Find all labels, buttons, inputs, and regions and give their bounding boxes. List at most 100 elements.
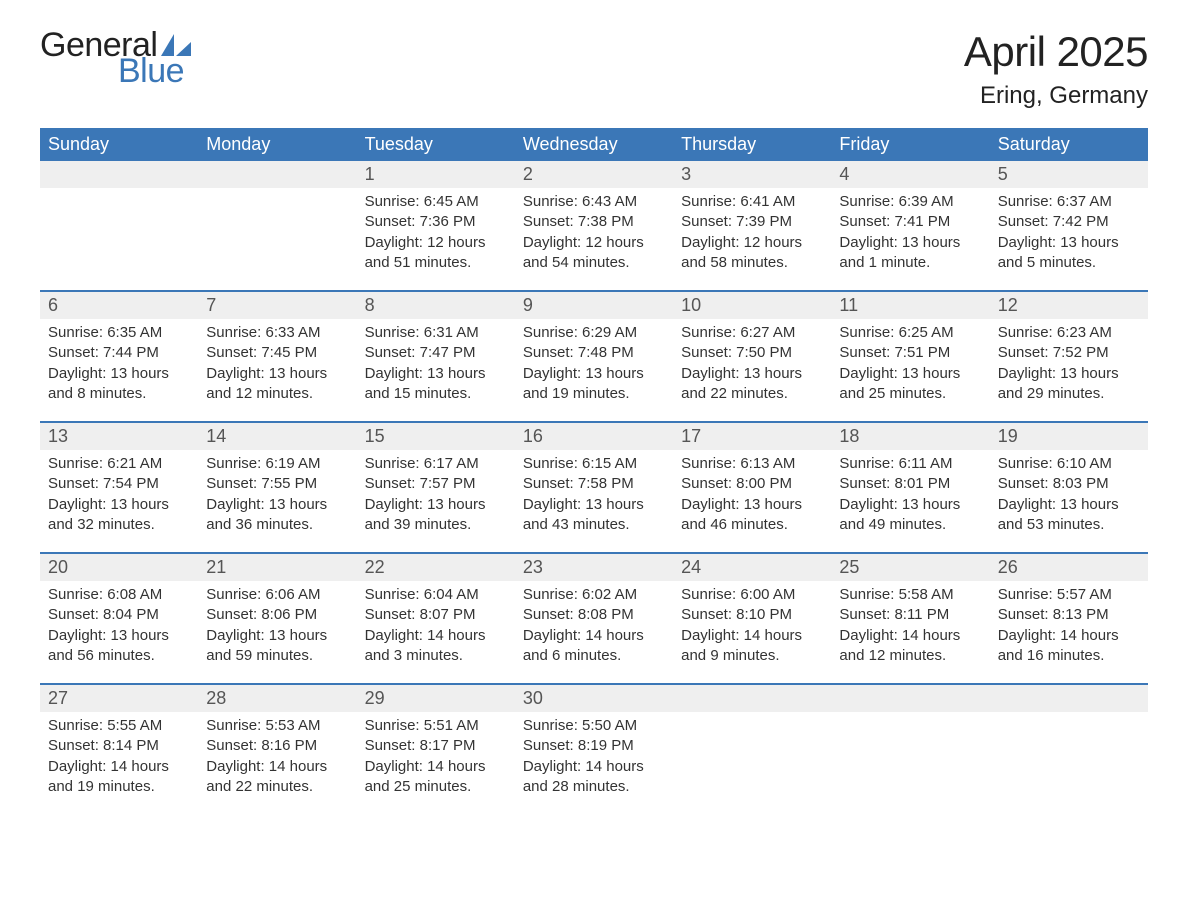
day-info-line: Sunrise: 6:27 AM <box>681 323 823 343</box>
day-info-line: Sunrise: 5:50 AM <box>523 716 665 736</box>
day-cell: Sunrise: 6:45 AMSunset: 7:36 PMDaylight:… <box>357 188 515 274</box>
day-info-line: Sunrise: 6:41 AM <box>681 192 823 212</box>
day-cell: Sunrise: 6:11 AMSunset: 8:01 PMDaylight:… <box>831 450 989 536</box>
day-number-strip: 27282930 <box>40 685 1148 712</box>
day-number: 26 <box>990 554 1148 581</box>
day-info-line: Sunset: 8:11 PM <box>839 605 981 625</box>
day-info-line: Sunset: 8:17 PM <box>365 736 507 756</box>
day-number: 3 <box>673 161 831 188</box>
day-info-line: Sunrise: 6:35 AM <box>48 323 190 343</box>
day-number: 30 <box>515 685 673 712</box>
day-info-line: Daylight: 13 hours and 12 minutes. <box>206 364 348 405</box>
brand-word-blue: Blue <box>118 54 191 88</box>
day-cell: Sunrise: 6:23 AMSunset: 7:52 PMDaylight:… <box>990 319 1148 405</box>
day-header: Sunday <box>40 128 198 161</box>
day-number <box>198 161 356 188</box>
day-info-line: Daylight: 13 hours and 1 minute. <box>839 233 981 274</box>
day-cell <box>990 712 1148 798</box>
day-number: 5 <box>990 161 1148 188</box>
page-header: General Blue April 2025 Ering, Germany <box>40 28 1148 110</box>
day-info-line: Daylight: 14 hours and 28 minutes. <box>523 757 665 798</box>
day-info-line: Sunset: 8:00 PM <box>681 474 823 494</box>
day-header: Saturday <box>990 128 1148 161</box>
day-number: 14 <box>198 423 356 450</box>
day-number: 2 <box>515 161 673 188</box>
day-cell: Sunrise: 6:00 AMSunset: 8:10 PMDaylight:… <box>673 581 831 667</box>
day-info-line: Sunrise: 6:15 AM <box>523 454 665 474</box>
day-header: Wednesday <box>515 128 673 161</box>
day-info-line: Sunrise: 6:21 AM <box>48 454 190 474</box>
day-info-line: Daylight: 14 hours and 19 minutes. <box>48 757 190 798</box>
day-cell: Sunrise: 6:19 AMSunset: 7:55 PMDaylight:… <box>198 450 356 536</box>
day-info-line: Sunset: 7:47 PM <box>365 343 507 363</box>
day-number: 4 <box>831 161 989 188</box>
day-info-line: Sunset: 7:52 PM <box>998 343 1140 363</box>
day-cell: Sunrise: 6:17 AMSunset: 7:57 PMDaylight:… <box>357 450 515 536</box>
day-number: 28 <box>198 685 356 712</box>
day-info-line: Sunrise: 6:43 AM <box>523 192 665 212</box>
day-number <box>990 685 1148 712</box>
day-cell <box>198 188 356 274</box>
day-header: Friday <box>831 128 989 161</box>
day-number: 20 <box>40 554 198 581</box>
day-number <box>673 685 831 712</box>
day-number: 11 <box>831 292 989 319</box>
day-cell: Sunrise: 5:55 AMSunset: 8:14 PMDaylight:… <box>40 712 198 798</box>
week-block: 13141516171819Sunrise: 6:21 AMSunset: 7:… <box>40 423 1148 536</box>
day-info-line: Sunset: 8:03 PM <box>998 474 1140 494</box>
day-info-line: Sunset: 8:06 PM <box>206 605 348 625</box>
day-info-line: Sunrise: 6:29 AM <box>523 323 665 343</box>
day-info-line: Sunset: 7:50 PM <box>681 343 823 363</box>
day-info-line: Daylight: 14 hours and 16 minutes. <box>998 626 1140 667</box>
day-info-line: Sunrise: 6:23 AM <box>998 323 1140 343</box>
day-number: 27 <box>40 685 198 712</box>
day-info-line: Sunrise: 6:08 AM <box>48 585 190 605</box>
day-number: 29 <box>357 685 515 712</box>
day-info-line: Daylight: 12 hours and 51 minutes. <box>365 233 507 274</box>
day-cell: Sunrise: 6:37 AMSunset: 7:42 PMDaylight:… <box>990 188 1148 274</box>
day-info-line: Daylight: 13 hours and 56 minutes. <box>48 626 190 667</box>
day-info-line: Daylight: 14 hours and 9 minutes. <box>681 626 823 667</box>
day-info-line: Daylight: 14 hours and 25 minutes. <box>365 757 507 798</box>
day-info-line: Sunset: 7:58 PM <box>523 474 665 494</box>
day-info-line: Sunrise: 6:31 AM <box>365 323 507 343</box>
day-info-line: Daylight: 13 hours and 49 minutes. <box>839 495 981 536</box>
day-number: 1 <box>357 161 515 188</box>
day-number: 19 <box>990 423 1148 450</box>
day-info-line: Sunset: 7:38 PM <box>523 212 665 232</box>
week-content-row: Sunrise: 6:21 AMSunset: 7:54 PMDaylight:… <box>40 450 1148 536</box>
day-info-line: Daylight: 13 hours and 8 minutes. <box>48 364 190 405</box>
week-content-row: Sunrise: 6:08 AMSunset: 8:04 PMDaylight:… <box>40 581 1148 667</box>
day-cell: Sunrise: 6:39 AMSunset: 7:41 PMDaylight:… <box>831 188 989 274</box>
day-cell: Sunrise: 6:31 AMSunset: 7:47 PMDaylight:… <box>357 319 515 405</box>
day-info-line: Daylight: 13 hours and 19 minutes. <box>523 364 665 405</box>
day-info-line: Daylight: 13 hours and 46 minutes. <box>681 495 823 536</box>
day-info-line: Sunset: 7:55 PM <box>206 474 348 494</box>
day-number-strip: 20212223242526 <box>40 554 1148 581</box>
day-info-line: Daylight: 13 hours and 32 minutes. <box>48 495 190 536</box>
day-number: 16 <box>515 423 673 450</box>
day-number-strip: 12345 <box>40 161 1148 188</box>
day-cell: Sunrise: 6:29 AMSunset: 7:48 PMDaylight:… <box>515 319 673 405</box>
brand-logo: General Blue <box>40 28 191 88</box>
day-info-line: Daylight: 13 hours and 29 minutes. <box>998 364 1140 405</box>
day-number: 6 <box>40 292 198 319</box>
day-info-line: Sunrise: 6:10 AM <box>998 454 1140 474</box>
day-info-line: Daylight: 13 hours and 15 minutes. <box>365 364 507 405</box>
day-info-line: Daylight: 13 hours and 39 minutes. <box>365 495 507 536</box>
day-cell: Sunrise: 6:33 AMSunset: 7:45 PMDaylight:… <box>198 319 356 405</box>
day-info-line: Daylight: 13 hours and 59 minutes. <box>206 626 348 667</box>
day-info-line: Daylight: 12 hours and 58 minutes. <box>681 233 823 274</box>
day-number: 24 <box>673 554 831 581</box>
day-info-line: Sunset: 7:42 PM <box>998 212 1140 232</box>
day-number-strip: 13141516171819 <box>40 423 1148 450</box>
day-info-line: Daylight: 13 hours and 25 minutes. <box>839 364 981 405</box>
day-info-line: Sunset: 8:19 PM <box>523 736 665 756</box>
day-number: 7 <box>198 292 356 319</box>
day-info-line: Sunrise: 6:37 AM <box>998 192 1140 212</box>
day-info-line: Sunset: 7:45 PM <box>206 343 348 363</box>
day-cell <box>673 712 831 798</box>
day-info-line: Sunrise: 6:02 AM <box>523 585 665 605</box>
day-number: 13 <box>40 423 198 450</box>
day-info-line: Sunrise: 5:53 AM <box>206 716 348 736</box>
